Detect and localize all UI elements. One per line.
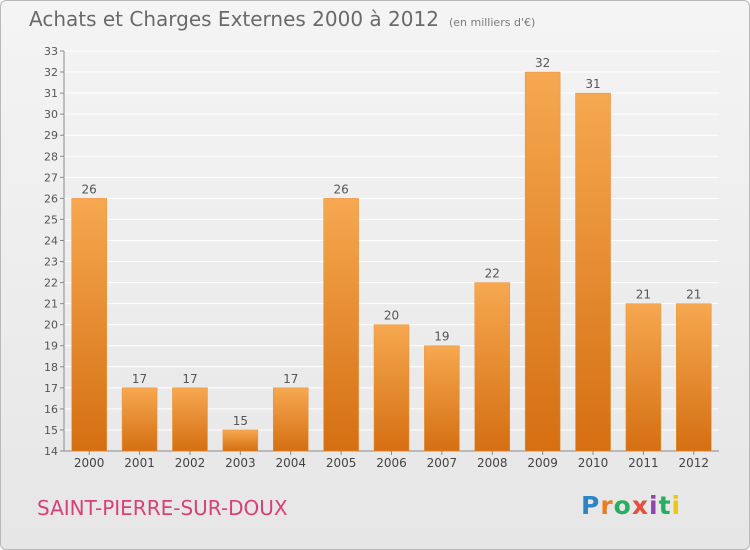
logo-letter: r bbox=[600, 491, 614, 520]
bar-2008 bbox=[474, 282, 511, 452]
data-label: 19 bbox=[434, 330, 449, 344]
chart-title-text: Achats et Charges Externes 2000 à 2012 bbox=[29, 7, 439, 31]
bar-2010 bbox=[575, 92, 611, 452]
y-tick-label: 33 bbox=[44, 45, 58, 58]
y-tick-label: 23 bbox=[44, 256, 58, 269]
bar-2012 bbox=[676, 303, 712, 452]
x-tick-label: 2002 bbox=[175, 456, 206, 470]
y-tick-label: 20 bbox=[44, 319, 58, 332]
y-tick-label: 25 bbox=[44, 213, 58, 226]
logo-letter: x bbox=[631, 491, 649, 520]
y-tick-label: 22 bbox=[44, 277, 58, 290]
bar-2007 bbox=[424, 345, 460, 452]
data-label: 26 bbox=[333, 182, 348, 196]
commune-name: SAINT-PIERRE-SUR-DOUX bbox=[37, 496, 288, 520]
y-tick-label: 16 bbox=[44, 403, 58, 416]
x-tick-label: 2011 bbox=[628, 456, 659, 470]
bar-2004 bbox=[272, 387, 309, 452]
logo-letter: t bbox=[658, 491, 672, 520]
x-tick-label: 2004 bbox=[275, 456, 306, 470]
y-tick-label: 14 bbox=[44, 445, 58, 458]
y-tick-label: 30 bbox=[44, 108, 58, 121]
logo-letter: i bbox=[649, 491, 659, 520]
bar-2003 bbox=[222, 429, 259, 452]
bar-2005 bbox=[323, 198, 359, 452]
y-tick-label: 24 bbox=[44, 234, 58, 247]
y-tick-label: 26 bbox=[44, 192, 58, 205]
y-tick-label: 28 bbox=[44, 150, 58, 163]
x-tick-label: 2009 bbox=[527, 456, 558, 470]
logo-letter: o bbox=[613, 491, 632, 520]
bar-2001 bbox=[121, 387, 158, 452]
bar-2000 bbox=[71, 198, 107, 452]
bar-2006 bbox=[373, 324, 410, 452]
x-tick-label: 2012 bbox=[679, 456, 710, 470]
x-tick-label: 2010 bbox=[578, 456, 609, 470]
bar-2009 bbox=[524, 71, 561, 452]
x-tick-label: 2006 bbox=[376, 456, 407, 470]
y-tick-label: 31 bbox=[44, 87, 58, 100]
y-tick-label: 21 bbox=[44, 298, 58, 311]
data-label: 22 bbox=[485, 267, 500, 281]
data-label: 26 bbox=[82, 182, 97, 196]
y-tick-label: 18 bbox=[44, 361, 58, 374]
bar-2002 bbox=[172, 387, 208, 452]
data-label: 21 bbox=[686, 288, 701, 302]
x-tick-label: 2008 bbox=[477, 456, 508, 470]
y-tick-label: 27 bbox=[44, 171, 58, 184]
data-label: 17 bbox=[182, 372, 197, 386]
y-tick-label: 32 bbox=[44, 66, 58, 79]
logo-letter: i bbox=[671, 491, 682, 520]
data-label: 17 bbox=[132, 372, 147, 386]
data-label: 17 bbox=[283, 372, 298, 386]
data-label: 15 bbox=[233, 414, 248, 428]
y-tick-label: 17 bbox=[44, 382, 58, 395]
chart-subtitle: (en milliers d'€) bbox=[448, 16, 536, 29]
x-tick-label: 2003 bbox=[225, 456, 256, 470]
x-tick-label: 2000 bbox=[74, 456, 105, 470]
x-tick-label: 2005 bbox=[326, 456, 357, 470]
chart-title: Achats et Charges Externes 2000 à 2012 (e… bbox=[29, 7, 535, 31]
data-label: 32 bbox=[535, 56, 550, 70]
logo-letter: P bbox=[581, 491, 601, 520]
y-tick-label: 19 bbox=[44, 340, 58, 353]
x-tick-label: 2001 bbox=[124, 456, 155, 470]
y-tick-label: 15 bbox=[44, 424, 58, 437]
bar-2011 bbox=[625, 303, 662, 452]
data-label: 21 bbox=[636, 288, 651, 302]
y-tick-label: 29 bbox=[44, 129, 58, 142]
data-label: 31 bbox=[585, 77, 600, 91]
x-tick-label: 2007 bbox=[427, 456, 458, 470]
proxiti-logo: Proxiti bbox=[581, 491, 681, 520]
data-label: 20 bbox=[384, 309, 399, 323]
